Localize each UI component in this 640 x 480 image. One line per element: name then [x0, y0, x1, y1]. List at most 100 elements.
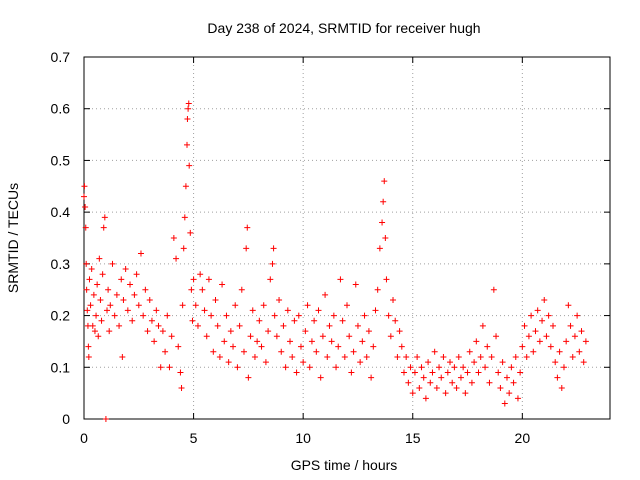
data-point — [447, 359, 454, 366]
data-point — [416, 384, 423, 391]
data-point — [188, 286, 195, 293]
data-point — [431, 348, 438, 355]
data-point — [177, 369, 184, 376]
data-point — [337, 276, 344, 283]
data-point — [230, 343, 237, 350]
data-point — [240, 348, 247, 355]
y-tick-label: 0 — [62, 411, 70, 427]
data-point — [315, 307, 322, 314]
data-point — [85, 343, 92, 350]
data-point — [249, 307, 256, 314]
axis-ticks: 0 0.1 0.2 0.3 0.4 0.5 0.6 0.7 0 5 10 15 20 — [51, 49, 610, 446]
data-point — [322, 291, 329, 298]
data-point — [85, 353, 92, 360]
data-point — [170, 235, 177, 241]
data-point — [155, 322, 162, 329]
data-point — [317, 374, 324, 381]
data-point — [197, 271, 204, 278]
data-point — [104, 307, 111, 314]
data-point — [116, 322, 123, 329]
data-point — [565, 302, 572, 309]
data-point — [256, 317, 263, 324]
data-point — [189, 317, 196, 324]
data-point — [302, 328, 309, 335]
data-point — [495, 369, 502, 376]
data-point — [84, 307, 91, 314]
y-axis-label: SRMTID / TECUs — [5, 183, 21, 293]
data-point — [83, 260, 90, 267]
data-point — [247, 333, 254, 340]
data-point — [265, 328, 272, 335]
data-point — [244, 224, 251, 231]
data-point — [102, 416, 109, 422]
data-point — [576, 348, 583, 355]
data-point — [276, 297, 283, 304]
x-tick-label: 15 — [405, 430, 421, 446]
y-tick-label: 0.3 — [51, 256, 71, 272]
data-point — [100, 224, 107, 231]
x-tick-label: 20 — [515, 430, 531, 446]
plot-frame — [83, 56, 611, 420]
data-point — [396, 328, 403, 335]
data-point — [427, 379, 434, 386]
data-point — [238, 286, 245, 293]
data-point — [403, 353, 410, 360]
data-point — [245, 374, 252, 381]
data-point — [225, 359, 232, 366]
data-point — [106, 328, 113, 335]
data-point — [120, 297, 127, 304]
data-point — [571, 333, 578, 340]
data-point — [208, 312, 215, 319]
data-point — [182, 183, 189, 190]
data-point — [453, 384, 460, 391]
data-point — [451, 364, 458, 371]
data-point — [420, 374, 427, 381]
data-point — [210, 348, 217, 355]
data-point — [270, 245, 277, 252]
data-point — [214, 322, 221, 329]
data-point — [339, 317, 346, 324]
y-tick-label: 0.2 — [51, 308, 71, 324]
data-point — [530, 348, 537, 355]
data-point — [477, 353, 484, 360]
data-point — [326, 322, 333, 329]
data-point — [91, 328, 98, 335]
data-point — [523, 353, 530, 360]
data-point — [547, 343, 554, 350]
data-point — [539, 317, 546, 324]
data-point — [184, 141, 191, 148]
data-point — [545, 312, 552, 319]
data-point — [178, 384, 185, 391]
data-point — [107, 302, 114, 309]
x-tick-label: 0 — [80, 430, 88, 446]
data-point — [510, 379, 517, 386]
data-point — [133, 271, 140, 278]
data-point — [97, 297, 104, 304]
data-point — [418, 364, 425, 371]
chart-title: Day 238 of 2024, SRMTID for receiver hug… — [207, 20, 480, 36]
data-point — [86, 276, 93, 283]
data-point — [221, 338, 228, 345]
data-point — [525, 333, 532, 340]
data-point — [111, 312, 118, 319]
data-point — [99, 271, 106, 278]
data-point — [381, 178, 388, 185]
data-point — [387, 333, 394, 340]
data-point — [82, 224, 89, 231]
data-point — [175, 343, 182, 350]
data-point — [236, 322, 243, 329]
data-point — [87, 302, 94, 309]
data-point — [219, 281, 226, 288]
data-point — [254, 338, 261, 345]
data-point — [232, 302, 239, 309]
data-point — [460, 364, 467, 371]
data-point — [289, 353, 296, 360]
data-point — [135, 302, 142, 309]
data-point — [142, 286, 149, 293]
data-point — [580, 359, 587, 366]
data-point — [151, 338, 158, 345]
data-point — [455, 353, 462, 360]
data-point — [468, 379, 475, 386]
data-point — [173, 255, 180, 262]
